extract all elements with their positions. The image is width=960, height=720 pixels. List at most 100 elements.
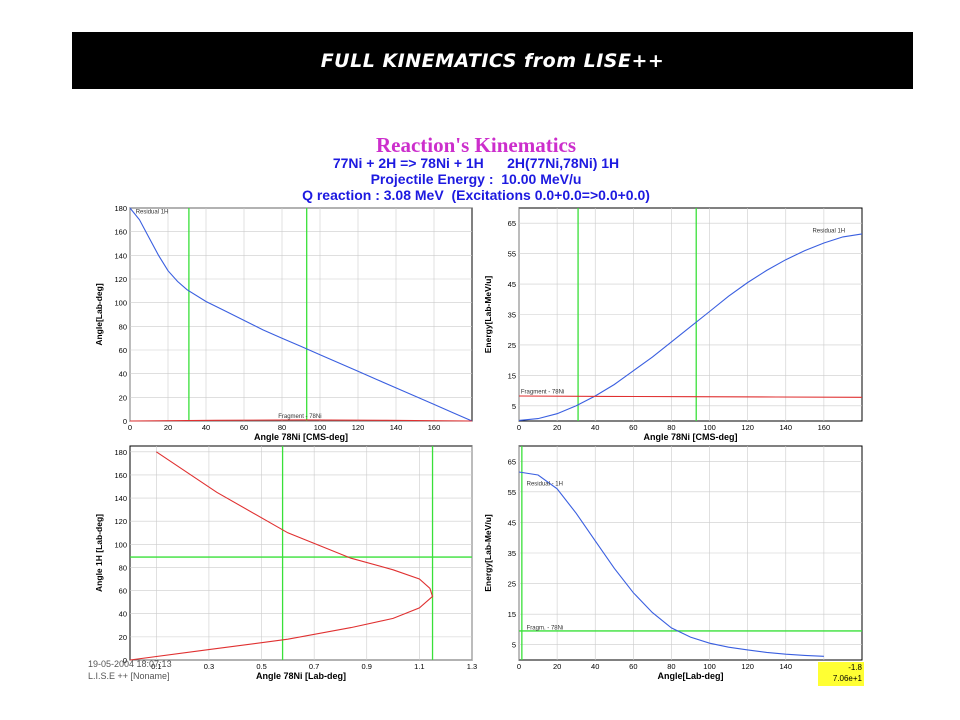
- x-tick-label: 1.1: [414, 662, 424, 671]
- y-axis-title: Angle[Lab-deg]: [94, 283, 104, 345]
- projectile-energy-line: Projectile Energy : 10.00 MeV/u: [370, 171, 582, 187]
- x-tick-label: 140: [390, 423, 403, 432]
- chart-panel-4: Residual - 1H Fragm. - 78Ni 0 20 40 60 80 100 12…: [483, 445, 863, 681]
- y-tick-label: 140: [114, 494, 127, 503]
- x-tick-label: 0.5: [256, 662, 266, 671]
- x-tick-label: 40: [591, 423, 599, 432]
- y-tick-label: 80: [119, 563, 127, 572]
- y-tick-label: 140: [114, 251, 127, 260]
- y-tick-label: 25: [508, 341, 516, 350]
- y-tick-label: 120: [114, 275, 127, 284]
- y-tick-label: 160: [114, 228, 127, 237]
- y-tick-label: 35: [508, 311, 516, 320]
- y-tick-label: 15: [508, 371, 516, 380]
- y-tick-label: 40: [119, 370, 127, 379]
- x-tick-label: 100: [314, 423, 327, 432]
- x-tick-label: 0: [517, 662, 521, 671]
- y-tick-label: 160: [114, 471, 127, 480]
- series-label: Fragment - 78Ni: [521, 390, 564, 396]
- y-axis-title: Angle 1H [Lab-deg]: [94, 514, 104, 592]
- series-line-1: [129, 207, 473, 422]
- chart-panel-2: Residual 1H Fragment - 78Ni 0 20 40 60 80 100 12…: [483, 207, 863, 442]
- x-axis-title: Angle[Lab-deg]: [658, 671, 724, 681]
- footer-app-name: L.I.S.E ++ [Noname]: [88, 671, 170, 681]
- y-tick-label: 45: [508, 280, 516, 289]
- x-tick-label: 0.9: [362, 662, 372, 671]
- x-tick-label: 0.3: [204, 662, 214, 671]
- y-tick-label: 0: [123, 656, 127, 665]
- y-axis-title: Energy[Lab-MeV/u]: [483, 276, 493, 354]
- y-tick-label: 100: [114, 299, 127, 308]
- x-tick-label: 0: [128, 423, 132, 432]
- series-line-2: [518, 395, 863, 398]
- x-tick-label: 0.7: [309, 662, 319, 671]
- x-tick-label: 120: [741, 423, 754, 432]
- x-tick-label: 40: [202, 423, 210, 432]
- series-line-1: [518, 233, 863, 421]
- x-tick-label: 0.1: [151, 662, 161, 671]
- x-tick-label: 20: [553, 423, 561, 432]
- figure-title: Reaction's Kinematics: [375, 133, 577, 157]
- x-tick-label: 40: [591, 662, 599, 671]
- series-label: Fragment - 78Ni: [278, 414, 321, 420]
- chart-panel-3: 0.1 0.3 0.5 0.7 0.9 1.1 1.3 0 20 40 60 80 100 120 140 1…: [94, 445, 477, 681]
- y-tick-label: 25: [508, 580, 516, 589]
- chart-panel-1: Residual 1H Fragment - 78Ni 0 20 40 60 80 100 12…: [94, 204, 473, 442]
- x-tick-label: 120: [741, 662, 754, 671]
- x-axis-title: Angle 78Ni [CMS-deg]: [254, 432, 348, 442]
- y-tick-label: 180: [114, 448, 127, 457]
- x-tick-label: 60: [629, 662, 637, 671]
- reaction-line: 77Ni + 2H => 78Ni + 1H 2H(77Ni,78Ni) 1H: [332, 155, 620, 171]
- y-tick-label: 20: [119, 633, 127, 642]
- footer-timestamp: 19-05-2004 18:07:13: [88, 659, 172, 669]
- badge-line-1: -1.8: [848, 663, 862, 672]
- y-tick-label: 180: [114, 204, 127, 213]
- series-label: Residual - 1H: [527, 482, 563, 488]
- title-banner: FULL KINEMATICS from LISE++: [72, 32, 913, 89]
- x-tick-label: 20: [553, 662, 561, 671]
- y-tick-label: 100: [114, 540, 127, 549]
- series-label: Fragm. - 78Ni: [527, 625, 564, 631]
- x-tick-label: 160: [428, 423, 441, 432]
- y-tick-label: 80: [119, 322, 127, 331]
- y-tick-label: 15: [508, 610, 516, 619]
- plot-area: [129, 445, 473, 661]
- y-tick-label: 65: [508, 219, 516, 228]
- x-tick-label: 160: [818, 423, 831, 432]
- x-tick-label: 140: [780, 662, 793, 671]
- series-label: Residual 1H: [136, 209, 169, 215]
- y-tick-label: 20: [119, 393, 127, 402]
- y-tick-label: 5: [512, 641, 516, 650]
- coordinate-badge: -1.8 7.06e+1: [818, 662, 864, 686]
- q-reaction-line: Q reaction : 3.08 MeV (Excitations 0.0+0…: [302, 187, 650, 203]
- y-tick-label: 55: [508, 488, 516, 497]
- y-tick-label: 65: [508, 457, 516, 466]
- plot-area: [129, 207, 473, 422]
- kinematics-figure: Residual 1H Fragment - 78Ni 0 20 40 60 80 100 12…: [88, 133, 864, 686]
- x-tick-label: 1.3: [467, 662, 477, 671]
- banner-title: FULL KINEMATICS from LISE++: [320, 49, 665, 72]
- x-tick-label: 0: [517, 423, 521, 432]
- x-axis-title: Angle 78Ni [Lab-deg]: [256, 671, 346, 681]
- series-line-1: [129, 451, 434, 661]
- y-tick-label: 0: [123, 417, 127, 426]
- x-tick-label: 80: [667, 662, 675, 671]
- series-line-1: [518, 471, 824, 657]
- x-tick-label: 80: [278, 423, 286, 432]
- x-tick-label: 100: [703, 662, 716, 671]
- plots-svg: Residual 1H Fragment - 78Ni 0 20 40 60 80 100 12…: [94, 204, 863, 681]
- x-tick-label: 140: [780, 423, 793, 432]
- y-tick-label: 5: [512, 402, 516, 411]
- y-tick-label: 40: [119, 610, 127, 619]
- y-tick-label: 60: [119, 587, 127, 596]
- x-axis-title: Angle 78Ni [CMS-deg]: [643, 432, 737, 442]
- x-tick-label: 60: [629, 423, 637, 432]
- x-tick-label: 20: [164, 423, 172, 432]
- y-axis-title: Energy[Lab-MeV/u]: [483, 514, 493, 592]
- x-tick-label: 80: [667, 423, 675, 432]
- y-tick-label: 55: [508, 250, 516, 259]
- y-tick-label: 35: [508, 549, 516, 558]
- y-tick-label: 120: [114, 517, 127, 526]
- x-tick-label: 120: [352, 423, 365, 432]
- series-line-2: [129, 419, 473, 422]
